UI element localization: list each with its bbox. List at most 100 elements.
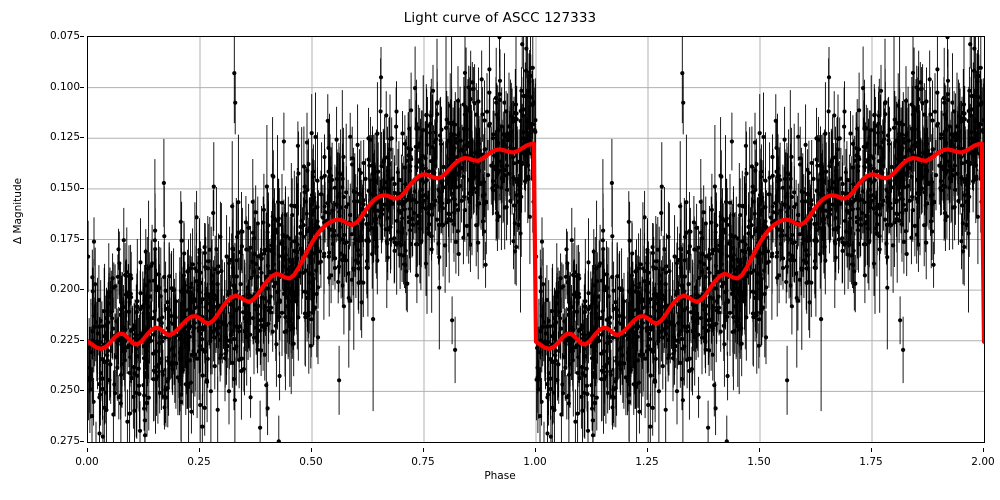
data-point <box>845 201 850 206</box>
data-point <box>303 315 308 320</box>
data-point <box>438 138 443 143</box>
data-point <box>874 211 879 216</box>
data-point <box>230 329 235 334</box>
data-point <box>491 132 496 137</box>
data-point <box>159 335 164 340</box>
data-point <box>651 292 657 297</box>
data-point <box>784 233 789 238</box>
data-point <box>341 256 347 262</box>
data-point <box>865 226 871 231</box>
data-point <box>840 181 845 187</box>
data-point <box>545 395 550 400</box>
data-point <box>118 312 123 317</box>
data-point <box>750 184 755 189</box>
data-point <box>427 130 433 135</box>
data-point <box>365 265 370 270</box>
data-point <box>927 152 932 157</box>
data-point <box>567 342 572 347</box>
data-point <box>330 208 335 213</box>
data-point <box>333 256 338 261</box>
data-point <box>951 135 957 140</box>
data-point <box>315 178 320 183</box>
data-point <box>315 335 321 340</box>
data-point <box>813 236 819 241</box>
data-point <box>378 187 383 193</box>
data-point <box>915 140 920 145</box>
data-point <box>626 355 632 361</box>
data-point <box>494 100 499 105</box>
data-point <box>848 230 853 235</box>
data-point <box>109 309 114 314</box>
data-point <box>901 136 906 141</box>
data-point <box>228 321 233 326</box>
data-point <box>925 201 930 206</box>
data-point <box>910 70 916 75</box>
data-point <box>567 372 572 377</box>
data-point <box>770 204 775 209</box>
data-point <box>679 303 684 309</box>
data-point <box>398 252 403 257</box>
data-point <box>171 346 176 351</box>
data-point <box>487 123 492 128</box>
data-point <box>468 97 473 102</box>
data-point <box>283 253 288 258</box>
data-point <box>127 370 132 375</box>
data-point <box>336 233 341 238</box>
data-point <box>753 168 758 173</box>
data-point <box>387 204 392 210</box>
data-point <box>397 201 402 206</box>
data-point <box>230 265 235 270</box>
data-point <box>853 281 858 286</box>
data-point <box>676 321 681 326</box>
data-point <box>523 179 528 184</box>
data-point <box>871 166 876 171</box>
data-point <box>944 141 949 146</box>
data-point <box>662 247 667 252</box>
data-point <box>508 198 513 204</box>
data-point <box>207 247 212 252</box>
data-point <box>182 309 187 314</box>
data-point <box>778 242 784 247</box>
data-point <box>947 163 952 168</box>
data-point <box>803 199 808 204</box>
data-point <box>244 247 249 252</box>
data-point <box>566 312 571 317</box>
data-point <box>719 262 724 267</box>
data-point <box>884 241 889 246</box>
data-point <box>751 268 756 273</box>
data-point <box>645 250 650 255</box>
data-point <box>404 269 409 274</box>
data-point <box>700 236 705 241</box>
data-point <box>539 239 545 244</box>
data-point <box>255 274 260 279</box>
data-point <box>931 262 936 267</box>
data-point <box>906 138 912 143</box>
data-point <box>400 216 405 221</box>
data-point <box>469 180 474 186</box>
data-point <box>796 212 801 218</box>
data-point <box>231 376 237 382</box>
data-point <box>613 326 619 331</box>
data-point <box>138 307 143 312</box>
data-point <box>892 117 897 122</box>
data-point <box>615 320 620 325</box>
data-point <box>273 323 278 328</box>
data-point <box>438 142 444 147</box>
data-point <box>759 169 764 174</box>
data-point <box>314 291 319 297</box>
data-point <box>976 73 981 79</box>
data-point <box>284 304 290 309</box>
data-point <box>414 273 419 278</box>
data-point <box>385 255 390 260</box>
data-point <box>258 328 263 333</box>
data-point <box>774 211 779 216</box>
data-point <box>369 192 374 197</box>
data-point <box>102 309 107 314</box>
data-point <box>922 223 927 228</box>
data-point <box>796 134 801 139</box>
data-point <box>359 300 364 305</box>
data-point <box>656 338 661 344</box>
data-point <box>309 131 314 136</box>
data-point <box>453 239 458 244</box>
data-point <box>564 247 569 252</box>
